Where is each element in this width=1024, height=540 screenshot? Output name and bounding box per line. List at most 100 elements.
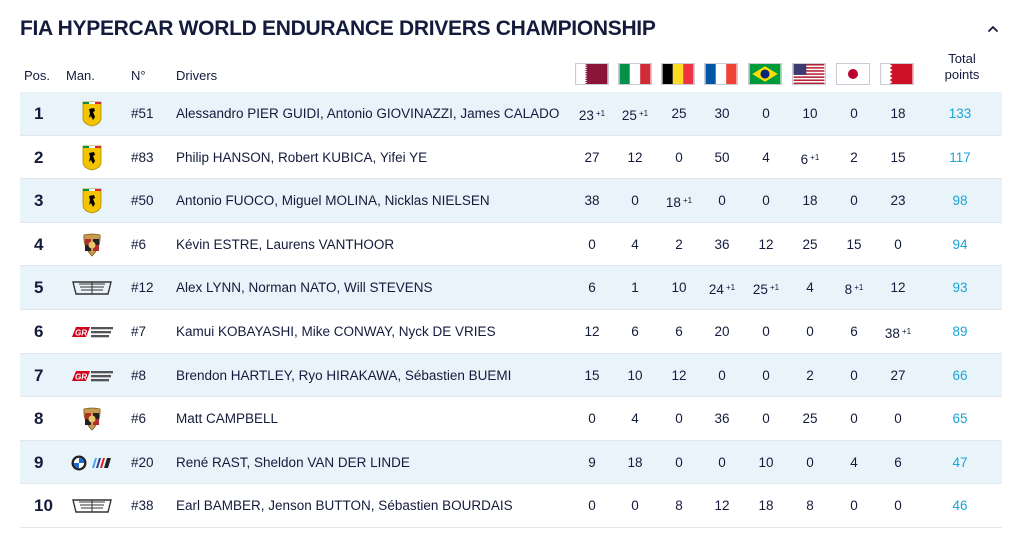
race-points: 18 xyxy=(741,484,791,527)
table-row[interactable]: 5 #12 Alex LYNN, Norman NATO, Will STEVEN… xyxy=(20,266,1002,310)
race-points: 0 xyxy=(567,223,617,266)
championship-header: FIA HYPERCAR WORLD ENDURANCE DRIVERS CHA… xyxy=(0,0,1024,58)
race-points: 0 xyxy=(873,223,923,266)
points-value: 20 xyxy=(714,323,730,339)
race-points: 0 xyxy=(741,354,791,397)
points-value: 0 xyxy=(894,498,902,514)
race-points: 0 xyxy=(829,484,879,527)
race-points: 23 xyxy=(873,179,923,222)
drivers-names: Brendon HARTLEY, Ryo HIRAKAWA, Sébastien… xyxy=(176,367,512,383)
points-value: 6 xyxy=(850,323,858,339)
points-value: 0 xyxy=(718,367,726,383)
points-value: 6 xyxy=(894,454,902,470)
drivers-names: Antonio FUOCO, Miguel MOLINA, Nicklas NI… xyxy=(176,193,490,209)
bonus-point: +1 xyxy=(810,152,820,162)
points-value: 18 xyxy=(665,195,681,211)
total-points[interactable]: 93 xyxy=(952,280,968,296)
race-points: 0 xyxy=(697,354,747,397)
drivers-names: René RAST, Sheldon VAN DER LINDE xyxy=(176,454,410,470)
race-points: 15 xyxy=(829,223,879,266)
cadillac-logo-icon xyxy=(70,274,114,302)
points-value: 12 xyxy=(671,367,687,383)
points-value: 25 xyxy=(752,282,768,298)
points-value: 1 xyxy=(631,280,639,296)
drivers-names: Alex LYNN, Norman NATO, Will STEVENS xyxy=(176,280,433,296)
points-value: 23 xyxy=(578,108,594,123)
qatar-flag-icon xyxy=(575,63,609,85)
points-value: 4 xyxy=(762,149,770,165)
points-value: 36 xyxy=(714,411,730,427)
points-value: 0 xyxy=(631,498,639,514)
drivers-names: Matt CAMPBELL xyxy=(176,411,279,427)
drivers-names: Kévin ESTRE, Laurens VANTHOOR xyxy=(176,236,395,252)
total-points[interactable]: 47 xyxy=(952,454,968,470)
points-value: 18 xyxy=(802,193,818,209)
total-points[interactable]: 94 xyxy=(952,236,968,252)
table-row[interactable]: 8 #6 Matt CAMPBELL 0 4 0 36 0 25 0 0 65 xyxy=(20,397,1002,441)
bonus-point: +1 xyxy=(725,283,736,293)
race-points: 24 +1 xyxy=(697,266,747,311)
points-value: 25 xyxy=(621,108,637,123)
total-points[interactable]: 65 xyxy=(952,411,968,427)
table-row[interactable]: 7 GR #8 Brendon HARTLEY, Ryo HIRAKAWA, Sé… xyxy=(20,353,1002,398)
points-value: 12 xyxy=(627,149,643,165)
race-points: 2 xyxy=(829,136,879,179)
points-value: 8 xyxy=(806,498,814,514)
points-value: 24 xyxy=(708,282,724,298)
car-number: #50 xyxy=(131,193,154,209)
race-points: 0 xyxy=(741,92,791,135)
total-points[interactable]: 117 xyxy=(949,149,971,165)
table-row[interactable]: 4 #6 Kévin ESTRE, Laurens VANTHOOR 0 4 2 36 12… xyxy=(20,223,1002,267)
table-row[interactable]: 9 #20 René RAST, Sheldon VAN DER LINDE 9 18… xyxy=(20,440,1002,485)
total-points[interactable]: 89 xyxy=(952,323,968,339)
race-points: 8 +1 xyxy=(829,266,879,311)
points-value: 15 xyxy=(584,367,600,383)
bahrain-flag-icon xyxy=(880,63,914,85)
col-total: Total points xyxy=(940,51,984,83)
total-points[interactable]: 46 xyxy=(952,498,968,514)
chevron-up-icon[interactable] xyxy=(986,22,1000,36)
usa-flag-icon xyxy=(792,63,826,85)
points-value: 18 xyxy=(758,498,774,514)
table-row[interactable]: 6 GR #7 Kamui KOBAYASHI, Mike CONWAY, Nyc… xyxy=(20,310,1002,354)
points-value: 0 xyxy=(894,236,902,252)
table-row[interactable]: 2 #83 Philip HANSON, Robert KUBICA, Yifei… xyxy=(20,136,1002,180)
race-points: 10 xyxy=(741,441,791,484)
points-value: 0 xyxy=(850,411,858,427)
table-row[interactable]: 1 #51 Alessandro PIER GUIDI, Antonio GIOV… xyxy=(20,92,1002,136)
race-points: 4 xyxy=(785,266,835,309)
points-value: 15 xyxy=(890,149,906,165)
points-value: 0 xyxy=(850,106,858,121)
points-value: 12 xyxy=(758,236,774,252)
points-value: 12 xyxy=(890,280,906,296)
position: 5 xyxy=(34,278,44,298)
ferrari-logo-icon xyxy=(70,100,114,128)
table-row[interactable]: 3 #50 Antonio FUOCO, Miguel MOLINA, Nickl… xyxy=(20,179,1002,223)
race-points: 18 +1 xyxy=(654,179,704,224)
points-value: 12 xyxy=(584,323,600,339)
total-points[interactable]: 66 xyxy=(952,367,968,383)
points-value: 4 xyxy=(850,454,858,470)
col-man: Man. xyxy=(66,68,95,83)
race-points: 0 xyxy=(829,354,879,397)
total-points[interactable]: 133 xyxy=(948,106,972,121)
bonus-point: +1 xyxy=(854,283,864,293)
position: 6 xyxy=(34,321,44,341)
column-headers: Pos. Man. N° Drivers xyxy=(0,50,1024,90)
race-points: 6 xyxy=(873,441,923,484)
car-number: #20 xyxy=(131,454,154,470)
race-points: 12 xyxy=(654,354,704,397)
total-points[interactable]: 98 xyxy=(952,193,968,209)
race-points: 50 xyxy=(697,136,747,179)
race-points: 25 xyxy=(785,223,835,266)
points-value: 0 xyxy=(588,498,596,514)
cadillac-logo-icon xyxy=(70,492,114,520)
points-value: 6 xyxy=(800,151,809,167)
race-points: 12 xyxy=(873,266,923,309)
points-value: 0 xyxy=(718,454,726,470)
race-points: 27 xyxy=(873,354,923,397)
points-value: 4 xyxy=(806,280,814,296)
race-points: 0 xyxy=(829,92,879,135)
table-row[interactable]: 10 #38 Earl BAMBER, Jenson BUTTON, Sébast… xyxy=(20,484,1002,528)
race-points: 10 xyxy=(610,354,660,397)
